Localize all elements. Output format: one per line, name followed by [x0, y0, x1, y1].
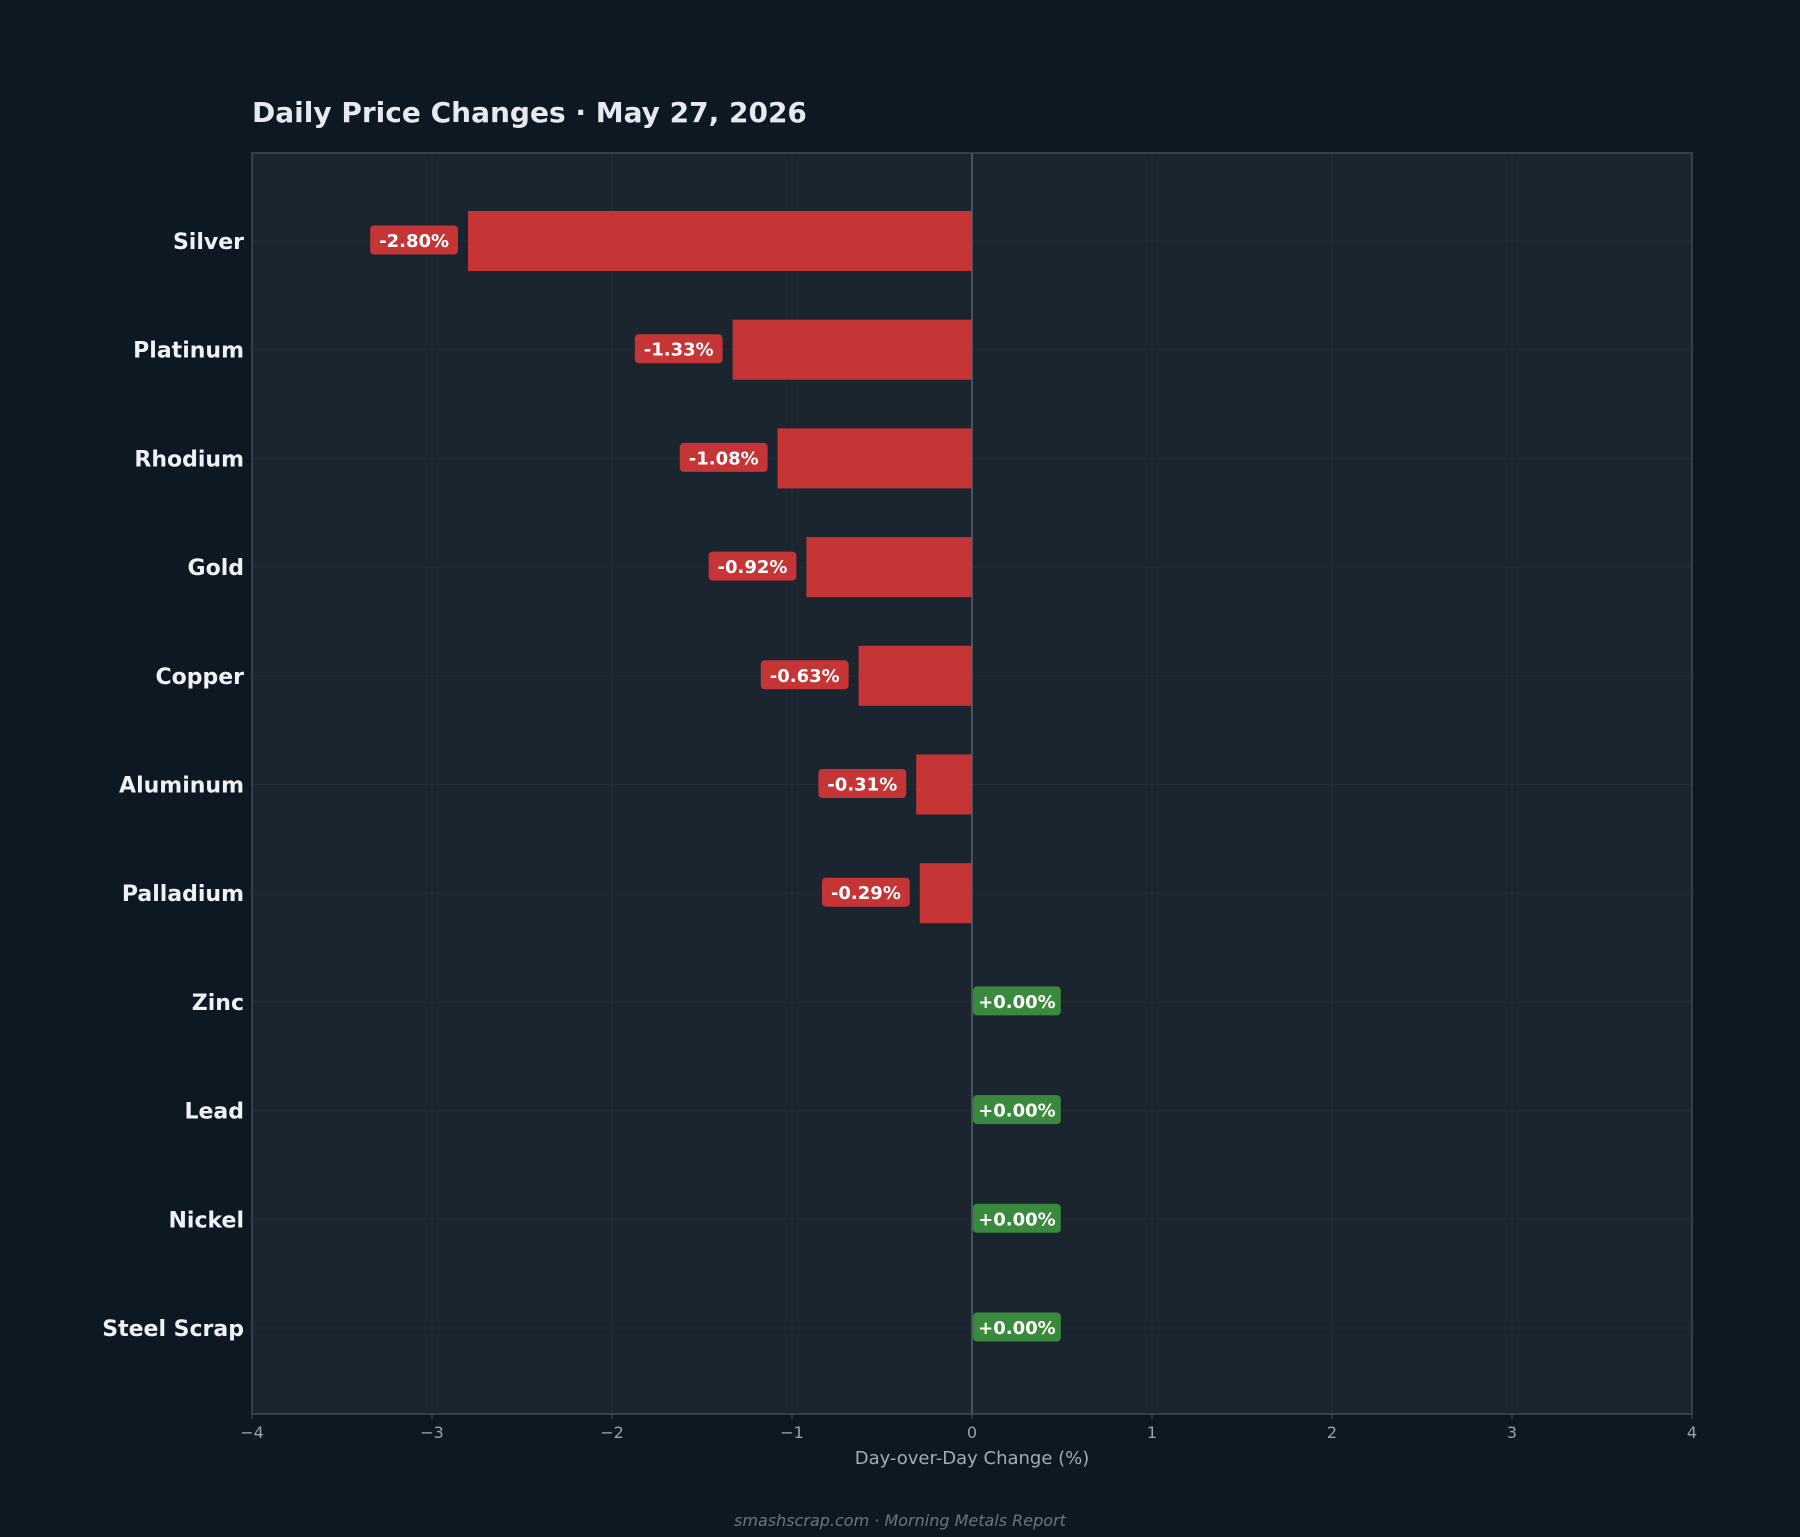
data-label: -2.80% — [370, 225, 458, 255]
data-label-text: +0.00% — [978, 992, 1056, 1013]
data-label-badge — [760, 660, 849, 690]
data-label-badge — [973, 1095, 1061, 1125]
category-label: Rhodium — [134, 447, 244, 472]
x-tick-label: −4 — [240, 1423, 264, 1442]
category-label: Platinum — [133, 339, 244, 364]
data-label-text: -0.92% — [718, 557, 788, 578]
x-tick-label: 3 — [1507, 1423, 1517, 1442]
data-label-text: -1.33% — [644, 340, 714, 361]
category-label: Nickel — [169, 1208, 245, 1233]
data-label-badge — [973, 1203, 1061, 1233]
bar — [732, 319, 972, 380]
category-label: Zinc — [192, 991, 244, 1016]
category-label: Palladium — [122, 882, 244, 907]
data-label-text: -0.31% — [827, 775, 897, 796]
data-label-text: -0.63% — [770, 666, 840, 687]
x-axis-label: Day-over-Day Change (%) — [855, 1448, 1090, 1469]
bar — [858, 645, 972, 706]
category-label: Aluminum — [119, 774, 244, 799]
chart-title: Daily Price Changes · May 27, 2026 — [252, 96, 807, 129]
category-label: Gold — [188, 556, 244, 581]
bar — [468, 211, 972, 271]
data-label-text: +0.00% — [978, 1101, 1056, 1122]
x-tick-label: −1 — [780, 1423, 804, 1442]
bars — [468, 211, 972, 924]
x-tick-label: 1 — [1147, 1423, 1157, 1442]
data-label-text: -2.80% — [379, 231, 449, 252]
data-label: -1.08% — [679, 442, 768, 472]
data-label: +0.00% — [973, 1203, 1061, 1233]
data-label: -0.29% — [822, 877, 910, 907]
footer-text: smashscrap.com · Morning Metals Report — [734, 1511, 1067, 1530]
data-label-text: -1.08% — [689, 448, 759, 469]
x-axis-ticks: −4 −3 −2 −1 0 1 2 3 4 — [240, 1414, 1697, 1442]
category-labels: Silver Platinum Rhodium Gold Copper Aluminum P… — [102, 230, 244, 1342]
data-label: +0.00% — [973, 1095, 1061, 1125]
bar — [919, 863, 972, 924]
data-label-badge — [822, 877, 910, 907]
data-label: -0.92% — [708, 551, 797, 581]
data-label: -0.63% — [760, 660, 849, 690]
data-label-badge — [370, 225, 458, 255]
data-label: +0.00% — [973, 986, 1061, 1016]
x-tick-label: 0 — [967, 1423, 977, 1442]
category-label: Silver — [173, 230, 244, 255]
data-label: -1.33% — [634, 334, 723, 364]
bar — [916, 754, 972, 815]
data-label-text: +0.00% — [978, 1318, 1056, 1339]
bar — [806, 537, 972, 598]
data-label-badge — [818, 769, 907, 798]
category-label: Lead — [184, 1100, 244, 1125]
data-label: -0.31% — [818, 769, 907, 798]
x-tick-label: −2 — [600, 1423, 624, 1442]
data-label-text: +0.00% — [978, 1209, 1056, 1230]
category-label: Copper — [155, 665, 244, 690]
data-labels: -2.80% -1.33% -1.08% -0.92% -0.63% -0.31% -0.2… — [370, 225, 1061, 1342]
x-tick-label: 4 — [1687, 1423, 1697, 1442]
x-tick-label: 2 — [1327, 1423, 1337, 1442]
data-label-badge — [973, 986, 1061, 1016]
data-label: +0.00% — [973, 1312, 1061, 1342]
category-label: Steel Scrap — [102, 1317, 244, 1342]
x-tick-label: −3 — [420, 1423, 444, 1442]
data-label-badge — [708, 551, 797, 581]
data-label-badge — [973, 1312, 1061, 1342]
data-label-badge — [679, 442, 768, 472]
data-label-text: -0.29% — [831, 883, 901, 904]
bar — [777, 428, 972, 489]
data-label-badge — [634, 334, 723, 364]
